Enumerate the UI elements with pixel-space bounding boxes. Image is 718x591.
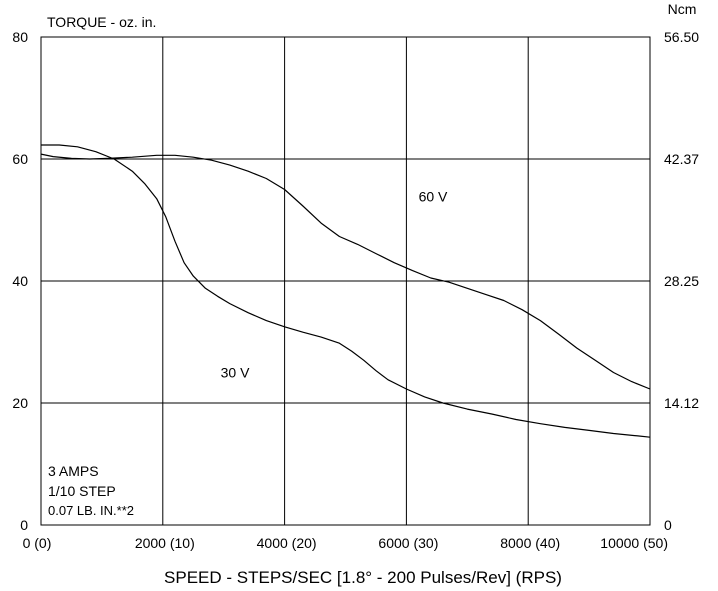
- y2-tick-label: 42.37: [664, 151, 699, 167]
- y2-tick-label: 28.25: [664, 273, 699, 289]
- x-tick-label: 2000 (10): [135, 535, 195, 551]
- series-label: 30 V: [221, 364, 250, 380]
- right-axis-unit: Ncm: [668, 1, 697, 17]
- series-label: 60 V: [419, 189, 448, 205]
- y-tick-label: 80: [12, 29, 28, 45]
- x-axis-label: SPEED - STEPS/SEC [1.8° - 200 Pulses/Rev…: [164, 568, 562, 587]
- chart-title: TORQUE - oz. in.: [47, 14, 156, 30]
- y2-tick-label: 56.50: [664, 29, 699, 45]
- x-tick-label: 10000 (50): [600, 535, 668, 551]
- note-inertia: 0.07 LB. IN.**2: [48, 503, 134, 518]
- x-tick-label: 6000 (30): [378, 535, 438, 551]
- y2-tick-labels: 0 14.12 28.25 42.37 56.50: [664, 29, 699, 533]
- x-tick-label: 0 (0): [23, 535, 52, 551]
- series-line: [40, 153, 651, 390]
- note-step: 1/10 STEP: [48, 483, 116, 499]
- series-lines: [40, 144, 651, 438]
- x-tick-label: 4000 (20): [257, 535, 317, 551]
- series-labels: 60 V 30 V: [221, 189, 448, 381]
- grid-lines: [41, 37, 650, 525]
- y-tick-label: 20: [12, 395, 28, 411]
- y-tick-label: 40: [12, 273, 28, 289]
- y2-tick-label: 0: [664, 517, 672, 533]
- y-tick-labels: 0 20 40 60 80: [12, 29, 28, 533]
- series-line: [41, 144, 651, 438]
- y-tick-label: 60: [12, 151, 28, 167]
- x-tick-label: 8000 (40): [500, 535, 560, 551]
- y2-tick-label: 14.12: [664, 395, 699, 411]
- x-tick-labels: 0 (0) 2000 (10) 4000 (20) 6000 (30) 8000 (40…: [23, 535, 668, 551]
- y-tick-label: 0: [20, 517, 28, 533]
- note-current: 3 AMPS: [48, 463, 99, 479]
